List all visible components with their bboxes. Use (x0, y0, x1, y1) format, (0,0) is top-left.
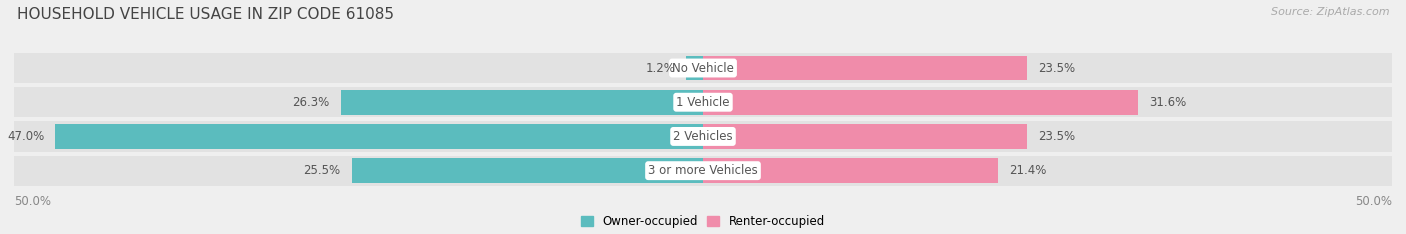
Bar (55, 124, 703, 149)
Bar (14, 121, 1392, 151)
Bar (14, 53, 1392, 83)
Text: Source: ZipAtlas.com: Source: ZipAtlas.com (1271, 7, 1389, 17)
Legend: Owner-occupied, Renter-occupied: Owner-occupied, Renter-occupied (576, 210, 830, 232)
Bar (14, 156, 1392, 186)
Text: 21.4%: 21.4% (1010, 164, 1046, 177)
Text: 3 or more Vehicles: 3 or more Vehicles (648, 164, 758, 177)
Bar (703, 90, 1139, 115)
Text: 50.0%: 50.0% (14, 195, 51, 208)
Text: 47.0%: 47.0% (7, 130, 45, 143)
Text: HOUSEHOLD VEHICLE USAGE IN ZIP CODE 61085: HOUSEHOLD VEHICLE USAGE IN ZIP CODE 6108… (17, 7, 394, 22)
Bar (703, 124, 1026, 149)
Bar (703, 56, 1026, 80)
Bar (703, 158, 998, 183)
Text: 23.5%: 23.5% (1038, 62, 1076, 74)
Bar (14, 87, 1392, 117)
Bar (340, 90, 703, 115)
Text: 26.3%: 26.3% (292, 96, 329, 109)
Text: 2 Vehicles: 2 Vehicles (673, 130, 733, 143)
Text: 31.6%: 31.6% (1150, 96, 1187, 109)
Text: 50.0%: 50.0% (1355, 195, 1392, 208)
Bar (686, 56, 703, 80)
Text: No Vehicle: No Vehicle (672, 62, 734, 74)
Text: 23.5%: 23.5% (1038, 130, 1076, 143)
Bar (352, 158, 703, 183)
Text: 25.5%: 25.5% (304, 164, 340, 177)
Text: 1 Vehicle: 1 Vehicle (676, 96, 730, 109)
Text: 1.2%: 1.2% (645, 62, 675, 74)
